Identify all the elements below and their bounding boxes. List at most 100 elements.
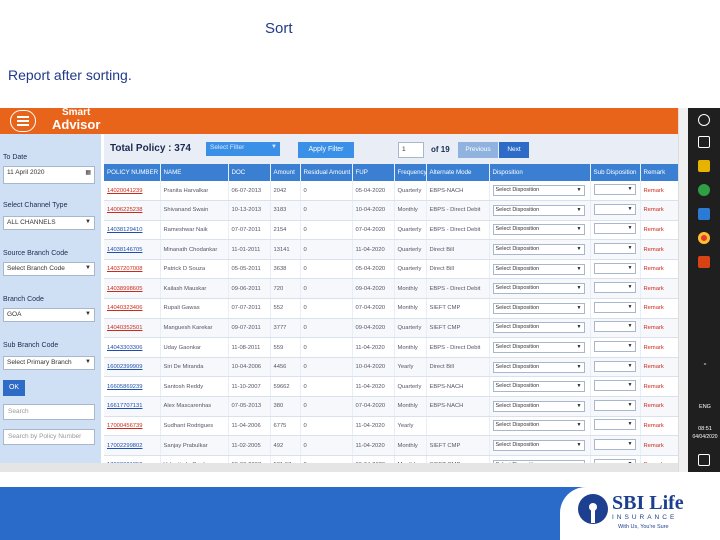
- remark-link[interactable]: Remark: [640, 357, 678, 378]
- col-header[interactable]: FUP: [352, 164, 395, 181]
- file-explorer-icon[interactable]: [698, 160, 710, 172]
- calendar-icon[interactable]: ▦: [85, 170, 91, 176]
- previous-button[interactable]: Previous: [458, 142, 498, 158]
- sub-disposition-select[interactable]: ▼: [593, 184, 636, 196]
- name-cell: Uday Gaonkar: [160, 337, 229, 358]
- policy-number-link[interactable]: 14043303306: [104, 337, 161, 358]
- col-header[interactable]: POLICY NUMBER: [104, 164, 161, 181]
- sub-disposition-select[interactable]: ▼: [593, 399, 636, 411]
- hamburger-menu-icon[interactable]: [10, 110, 36, 132]
- policy-number-link[interactable]: 14038146705: [104, 239, 161, 260]
- policy-number-link[interactable]: 14040323406: [104, 298, 161, 319]
- remark-link[interactable]: Remark: [640, 259, 678, 280]
- sub-branch-select[interactable]: Select Primary Branch ▼: [3, 356, 95, 370]
- remark-link[interactable]: Remark: [640, 200, 678, 221]
- disposition-select[interactable]: Select Disposition ▼: [492, 185, 585, 197]
- search-input[interactable]: Search: [3, 404, 95, 420]
- col-header[interactable]: DOC: [228, 164, 271, 181]
- policy-search-input[interactable]: Search by Policy Number: [3, 429, 95, 445]
- col-header[interactable]: Remark: [640, 164, 678, 181]
- policy-number-link[interactable]: 14040352501: [104, 318, 161, 339]
- disposition-select[interactable]: Select Disposition ▼: [492, 361, 585, 373]
- disposition-select[interactable]: Select Disposition ▼: [492, 420, 585, 432]
- to-date-input[interactable]: 11 April 2020 ▦: [3, 166, 95, 184]
- disposition-select[interactable]: Select Disposition ▼: [492, 342, 585, 354]
- sub-disposition-select[interactable]: ▼: [593, 301, 636, 313]
- col-header[interactable]: Residual Amount: [300, 164, 353, 181]
- col-header[interactable]: Frequency: [394, 164, 427, 181]
- page-number-input[interactable]: 1: [398, 142, 424, 158]
- sub-disposition-select[interactable]: ▼: [593, 380, 636, 392]
- col-header[interactable]: Alternate Mode: [426, 164, 490, 181]
- col-header[interactable]: NAME: [160, 164, 229, 181]
- remark-link[interactable]: Remark: [640, 337, 678, 358]
- sub-disposition-select[interactable]: ▼: [593, 321, 636, 333]
- task-view-icon[interactable]: [698, 136, 710, 148]
- remark-link[interactable]: Remark: [640, 220, 678, 241]
- source-branch-select[interactable]: Select Branch Code ▼: [3, 262, 95, 276]
- sub-disposition-select[interactable]: ▼: [593, 223, 636, 235]
- branch-select[interactable]: GOA ▼: [3, 308, 95, 322]
- vscode-icon[interactable]: [698, 208, 710, 220]
- horizontal-scrollbar[interactable]: [0, 463, 678, 472]
- apply-filter-button[interactable]: Apply Filter: [298, 142, 354, 158]
- remark-link[interactable]: Remark: [640, 435, 678, 456]
- vertical-scrollbar[interactable]: [678, 108, 688, 472]
- sub-disposition-select[interactable]: ▼: [593, 419, 636, 431]
- sub-disposition-select[interactable]: ▼: [593, 243, 636, 255]
- sub-disposition-select[interactable]: ▼: [593, 341, 636, 353]
- sub-disposition-select[interactable]: ▼: [593, 203, 636, 215]
- chevron-up-icon[interactable]: ^: [703, 363, 707, 369]
- remark-link[interactable]: Remark: [640, 318, 678, 339]
- remark-link[interactable]: Remark: [640, 181, 678, 202]
- policy-number-link[interactable]: 16617707131: [104, 396, 161, 417]
- channel-select[interactable]: ALL CHANNELS ▼: [3, 216, 95, 230]
- col-header[interactable]: Sub Disposition: [590, 164, 641, 181]
- policy-number-link[interactable]: 17000456739: [104, 416, 161, 437]
- policy-number-link[interactable]: 14020041239: [104, 181, 161, 202]
- app-icon[interactable]: [698, 184, 710, 196]
- remark-link[interactable]: Remark: [640, 376, 678, 398]
- doc-cell: 06-07-2013: [228, 181, 271, 202]
- policy-number-link[interactable]: 16605869239: [104, 376, 161, 398]
- notification-icon[interactable]: [698, 454, 710, 466]
- residual-cell: 0: [300, 220, 353, 241]
- disposition-select[interactable]: Select Disposition ▼: [492, 244, 585, 256]
- policy-number-link[interactable]: 14006225238: [104, 200, 161, 221]
- disposition-select[interactable]: Select Disposition ▼: [492, 263, 585, 275]
- next-button[interactable]: Next: [499, 142, 529, 158]
- policy-number-link[interactable]: 14038998605: [104, 278, 161, 300]
- policy-number-link[interactable]: 16002399909: [104, 357, 161, 378]
- language-indicator[interactable]: ENG: [699, 404, 711, 410]
- col-header[interactable]: Amount: [270, 164, 301, 181]
- policy-number-link[interactable]: 14038129410: [104, 220, 161, 241]
- search-circle-icon[interactable]: [698, 114, 710, 126]
- frequency-cell: Monthly: [394, 298, 427, 319]
- remark-link[interactable]: Remark: [640, 416, 678, 437]
- disposition-select[interactable]: Select Disposition ▼: [492, 381, 585, 393]
- remark-link[interactable]: Remark: [640, 396, 678, 417]
- disposition-select[interactable]: Select Disposition ▼: [492, 400, 585, 412]
- policy-number-link[interactable]: 14037207008: [104, 259, 161, 280]
- chrome-icon[interactable]: [698, 232, 710, 244]
- sub-disposition-select[interactable]: ▼: [593, 262, 636, 274]
- sub-disposition-select[interactable]: ▼: [593, 439, 636, 451]
- clock-time[interactable]: 08:51: [698, 426, 712, 432]
- filter-select[interactable]: Select Filter ▼: [206, 142, 280, 156]
- powerpoint-icon[interactable]: [698, 256, 710, 268]
- disposition-select[interactable]: Select Disposition ▼: [492, 322, 585, 334]
- sub-disposition-select[interactable]: ▼: [593, 360, 636, 372]
- disposition-select[interactable]: Select Disposition ▼: [492, 283, 585, 295]
- policy-number-link[interactable]: 17002299802: [104, 435, 161, 456]
- disposition-select[interactable]: Select Disposition ▼: [492, 440, 585, 452]
- disposition-select[interactable]: Select Disposition ▼: [492, 224, 585, 236]
- sub-disposition-select[interactable]: ▼: [593, 282, 636, 294]
- ok-button[interactable]: OK: [3, 380, 25, 396]
- remark-link[interactable]: Remark: [640, 298, 678, 319]
- remark-link[interactable]: Remark: [640, 278, 678, 300]
- disposition-select[interactable]: Select Disposition ▼: [492, 204, 585, 216]
- disposition-select[interactable]: Select Disposition ▼: [492, 302, 585, 314]
- col-header[interactable]: Disposition: [489, 164, 591, 181]
- remark-link[interactable]: Remark: [640, 239, 678, 260]
- clock-date[interactable]: 04/04/2020: [692, 434, 718, 440]
